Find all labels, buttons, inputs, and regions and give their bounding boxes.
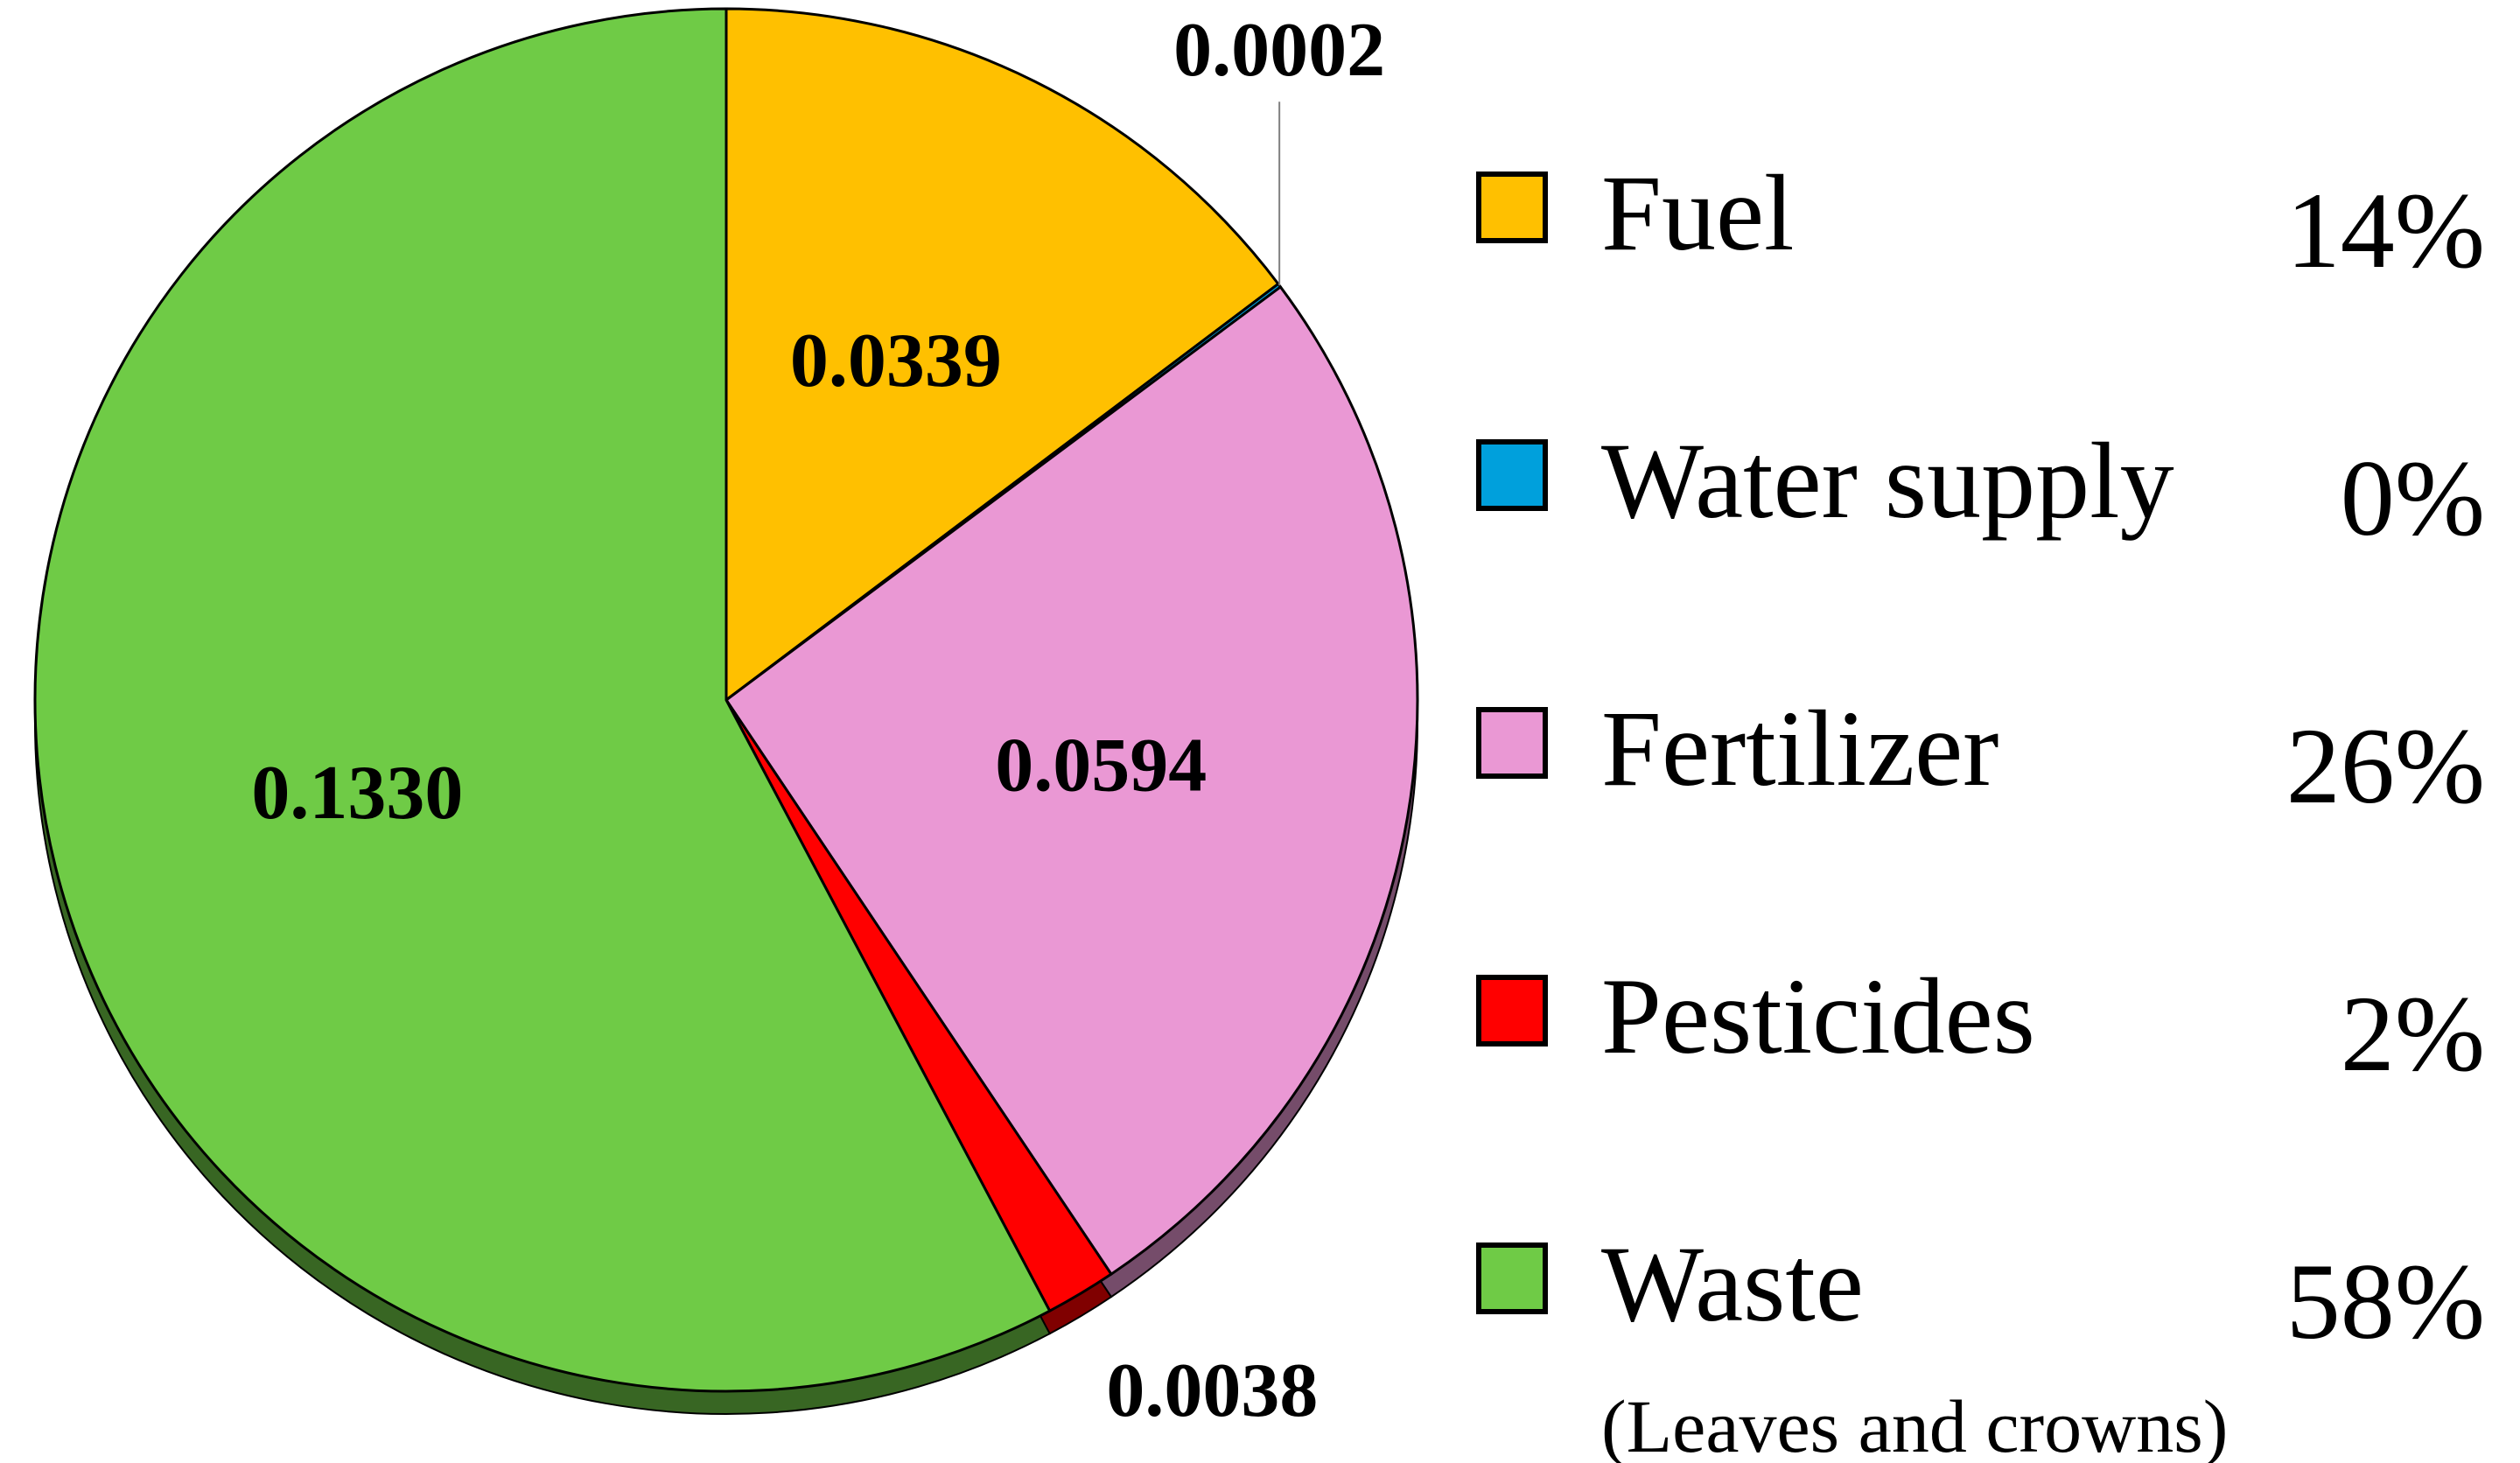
- legend-label-pesticides: Pesticides: [1601, 956, 2035, 1076]
- legend-percent-pesticides: 2%: [2341, 974, 2485, 1094]
- legend-percent-fertilizer: 26%: [2286, 706, 2485, 826]
- legend-swatch-water-supply: [1476, 439, 1548, 511]
- value-label-water-supply: 0.0002: [1173, 8, 1385, 93]
- legend-percent-waste: 58%: [2286, 1242, 2485, 1362]
- legend-swatch-fertilizer: [1476, 707, 1548, 779]
- legend-label-water-supply: Water supply: [1601, 421, 2174, 541]
- legend-item-fertilizer: Fertilizer 26%: [1476, 689, 2485, 826]
- value-label-fertilizer: 0.0594: [995, 723, 1207, 808]
- value-label-fuel: 0.0339: [790, 318, 1002, 403]
- slice-value-labels: 0.0339 0.0002 0.0594 0.0038 0.1330: [251, 8, 1385, 1433]
- legend-item-water-supply: Water supply 0%: [1476, 421, 2485, 558]
- slice-waste: [33, 7, 1052, 1393]
- value-label-pesticides: 0.0038: [1106, 1348, 1318, 1433]
- legend-swatch-waste: [1476, 1242, 1548, 1314]
- slice-fuel: [724, 7, 1280, 702]
- legend-swatch-fuel: [1476, 172, 1548, 243]
- legend-sublabel-waste: (Leaves and crowns): [1601, 1384, 2228, 1463]
- legend-label-fertilizer: Fertilizer: [1601, 689, 1998, 808]
- legend-label-waste: Waste: [1601, 1224, 1864, 1344]
- legend-item-fuel: Fuel 14%: [1476, 153, 2485, 290]
- value-label-waste: 0.1330: [251, 751, 463, 836]
- legend-swatch-pesticides: [1476, 975, 1548, 1046]
- legend: Fuel 14% Water supply 0% Fertilizer 26% Pestic…: [1476, 153, 2485, 1463]
- legend-percent-fuel: 14%: [2286, 171, 2485, 290]
- legend-item-pesticides: Pesticides 2%: [1476, 956, 2485, 1094]
- pie-slices: [33, 7, 1419, 1393]
- slice-fertilizer: [724, 285, 1419, 1276]
- legend-percent-water-supply: 0%: [2341, 438, 2485, 558]
- legend-label-fuel: Fuel: [1601, 153, 1794, 273]
- legend-item-waste: Waste 58% (Leaves and crowns): [1476, 1224, 2485, 1463]
